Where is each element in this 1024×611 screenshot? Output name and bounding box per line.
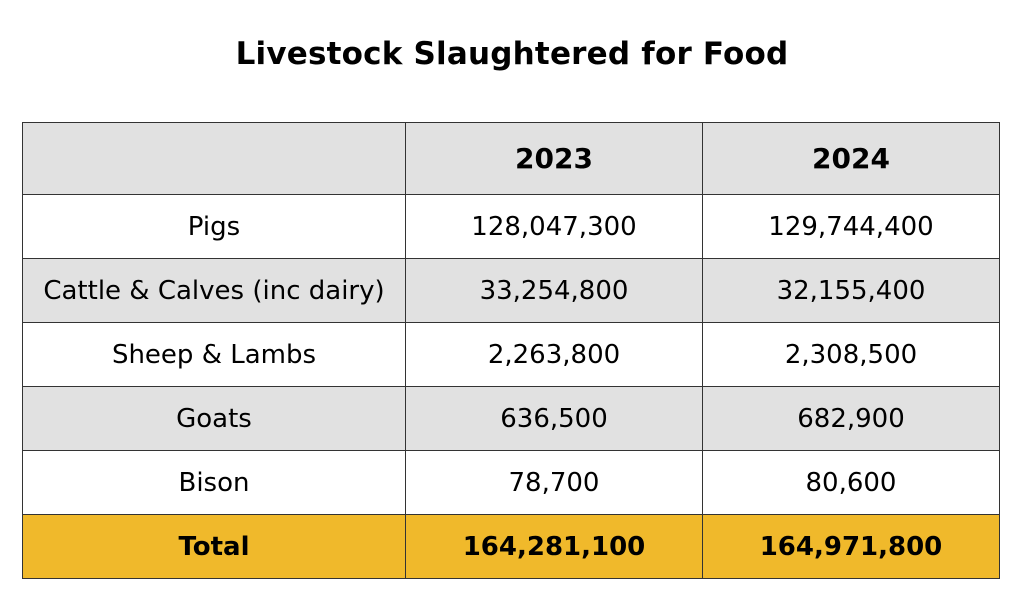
row-value-2023: 33,254,800 <box>405 258 703 323</box>
total-value-2024: 164,971,800 <box>702 514 1000 579</box>
total-value-2023: 164,281,100 <box>405 514 703 579</box>
row-value-2023: 128,047,300 <box>405 194 703 259</box>
header-cell-2023: 2023 <box>405 122 703 195</box>
table-row: Bison 78,700 80,600 <box>22 450 1000 515</box>
livestock-table: 2023 2024 Pigs 128,047,300 129,744,400 C… <box>22 122 1000 579</box>
row-value-2023: 2,263,800 <box>405 322 703 387</box>
row-value-2024: 32,155,400 <box>702 258 1000 323</box>
row-value-2024: 2,308,500 <box>702 322 1000 387</box>
row-value-2024: 129,744,400 <box>702 194 1000 259</box>
header-cell-label <box>22 122 406 195</box>
table-row: Cattle & Calves (inc dairy) 33,254,800 3… <box>22 258 1000 323</box>
header-row: 2023 2024 <box>22 122 1000 195</box>
table-row: Goats 636,500 682,900 <box>22 386 1000 451</box>
row-label: Bison <box>22 450 406 515</box>
row-value-2024: 682,900 <box>702 386 1000 451</box>
row-value-2024: 80,600 <box>702 450 1000 515</box>
row-label: Goats <box>22 386 406 451</box>
header-cell-2024: 2024 <box>702 122 1000 195</box>
table-row: Pigs 128,047,300 129,744,400 <box>22 194 1000 259</box>
row-value-2023: 78,700 <box>405 450 703 515</box>
row-label: Cattle & Calves (inc dairy) <box>22 258 406 323</box>
total-label: Total <box>22 514 406 579</box>
row-value-2023: 636,500 <box>405 386 703 451</box>
total-row: Total 164,281,100 164,971,800 <box>22 514 1000 579</box>
row-label: Sheep & Lambs <box>22 322 406 387</box>
table-title: Livestock Slaughtered for Food <box>235 36 789 72</box>
table-row: Sheep & Lambs 2,263,800 2,308,500 <box>22 322 1000 387</box>
row-label: Pigs <box>22 194 406 259</box>
